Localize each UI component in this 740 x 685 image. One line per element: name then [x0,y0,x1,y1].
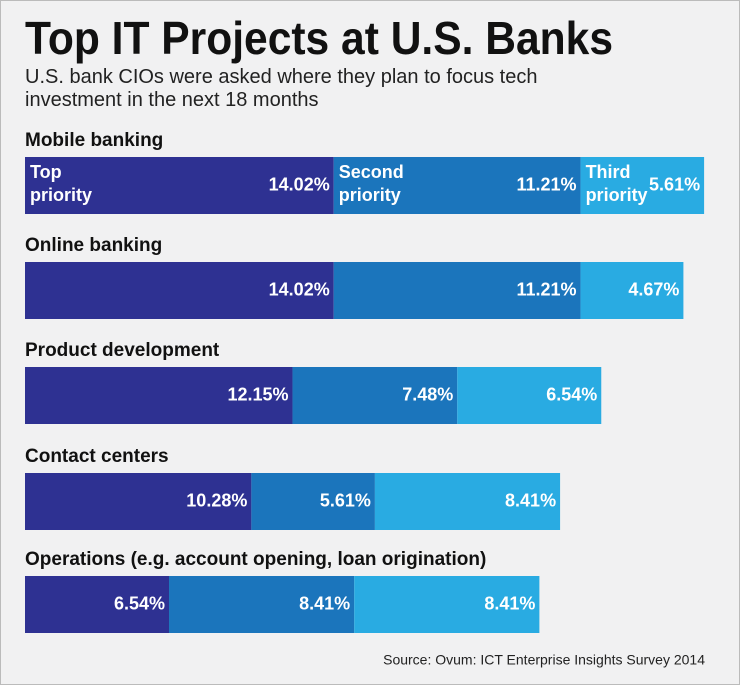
value-label: 11.21% [517,279,577,299]
bar-segment [333,157,581,214]
legend-label: Second priority [339,162,409,205]
legend-label: Top priority [30,162,92,205]
bar-segment [25,157,334,214]
value-label: 8.41% [484,593,535,613]
value-label: 14.02% [269,279,330,299]
legend-label: Third priority [586,162,648,205]
bar-segment [25,367,293,424]
bar-segment [580,262,684,319]
bar-segment [457,367,602,424]
value-label: 11.21% [517,174,577,194]
bar-segment [25,262,334,319]
value-label: 6.54% [114,593,165,613]
bar-segment [333,262,581,319]
value-label: 14.02% [269,174,330,194]
category-label: Product development [25,340,220,361]
value-label: 5.61% [649,174,700,194]
bar-segment [374,473,561,530]
bar-segment [25,473,252,530]
value-label: 5.61% [320,490,371,510]
category-label: Contact centers [25,446,169,467]
category-label: Online banking [25,235,162,256]
value-label: 7.48% [402,384,453,404]
bar-segment [580,157,705,214]
bar-segment [354,576,540,633]
subtitle-box: U.S. bank CIOs were asked where they pla… [25,66,538,111]
value-label: 4.67% [628,279,679,299]
value-label: 8.41% [299,593,350,613]
bar-segment [251,473,375,530]
chart-title: Top IT Projects at U.S. Banks [25,12,613,64]
chart-subtitle: U.S. bank CIOs were asked where they pla… [25,66,538,111]
category-label: Mobile banking [25,130,163,151]
bar-segment [169,576,355,633]
bar-segment [25,576,170,633]
source: Source: Ovum: ICT Enterprise Insights Su… [383,652,705,668]
value-label: 10.28% [186,490,247,510]
value-label: 12.15% [227,384,288,404]
bar-segment [292,367,458,424]
value-label: 8.41% [505,490,556,510]
value-label: 6.54% [546,384,597,404]
category-label: Operations (e.g. account opening, loan o… [25,549,486,570]
